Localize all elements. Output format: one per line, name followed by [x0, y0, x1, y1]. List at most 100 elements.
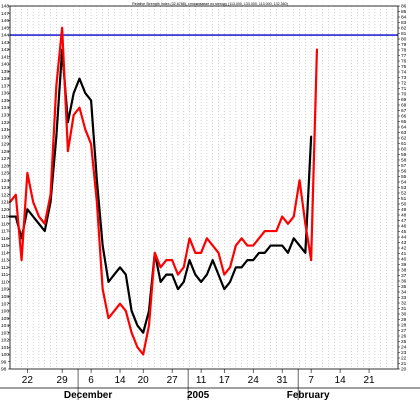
- y-left-tick-label: 100: [1, 352, 9, 358]
- x-tick-label: 14: [335, 375, 347, 386]
- y-right-tick-label: 27: [401, 328, 407, 334]
- x-tick-label: 6: [88, 375, 94, 386]
- y-right-tick-label: 59: [401, 152, 407, 158]
- y-right-tick-label: 26: [401, 334, 407, 340]
- y-left-tick-label: 118: [1, 221, 9, 227]
- y-left-tick-label: 117: [1, 229, 9, 235]
- y-right-tick-label: 67: [401, 108, 407, 114]
- y-right-tick-label: 53: [401, 185, 407, 191]
- y-right-tick-label: 43: [401, 240, 407, 246]
- y-right-tick-label: 57: [401, 163, 407, 169]
- y-left-tick-label: 130: [1, 134, 9, 140]
- y-right-tick-label: 69: [401, 97, 407, 103]
- y-right-tick-label: 56: [401, 169, 407, 175]
- y-right-tick-label: 23: [401, 350, 407, 356]
- y-right-tick-label: 33: [401, 295, 407, 301]
- x-tick-label: 20: [138, 375, 150, 386]
- y-right-tick-label: 22: [401, 356, 407, 362]
- y-right-tick-label: 78: [401, 48, 407, 54]
- y-right-tick-label: 77: [401, 53, 407, 59]
- y-right-tick-label: 48: [401, 213, 407, 219]
- y-right-tick-label: 60: [401, 147, 407, 153]
- y-left-tick-label: 105: [1, 316, 9, 322]
- x-section-label: 2005: [187, 390, 210, 400]
- x-tick-label: 7: [308, 375, 314, 386]
- y-left-tick-label: 143: [1, 40, 9, 46]
- y-left-tick-label: 102: [1, 338, 9, 344]
- y-right-tick-label: 54: [401, 180, 407, 186]
- y-right-tick-label: 62: [401, 136, 407, 142]
- y-right-tick-label: 29: [401, 317, 407, 323]
- y-right-tick-label: 64: [401, 125, 407, 131]
- y-left-tick-label: 146: [1, 18, 9, 24]
- y-left-tick-label: 134: [1, 105, 9, 111]
- y-right-tick-label: 66: [401, 114, 407, 120]
- y-right-tick-label: 25: [401, 339, 407, 345]
- y-right-tick-label: 86: [401, 4, 407, 10]
- y-left-tick-label: 106: [1, 309, 9, 315]
- y-left-tick-label: 115: [1, 243, 9, 249]
- y-left-tick-label: 116: [1, 236, 9, 242]
- y-right-tick-label: 70: [401, 92, 407, 98]
- y-right-tick-label: 79: [401, 42, 407, 48]
- y-right-tick-label: 49: [401, 207, 407, 213]
- y-left-tick-label: 119: [1, 214, 9, 220]
- y-right-tick-label: 55: [401, 174, 407, 180]
- grid-layer: [9, 6, 399, 369]
- y-left-tick-label: 133: [1, 113, 9, 119]
- y-left-tick-label: 131: [1, 127, 9, 133]
- y-right-tick-label: 44: [401, 235, 407, 241]
- y-left-tick-label: 123: [1, 185, 9, 191]
- y-left-tick-label: 128: [1, 149, 9, 155]
- y-left-tick-label: 98: [1, 367, 7, 373]
- y-left-tick-label: 107: [1, 301, 9, 307]
- y-right-tick-label: 50: [401, 202, 407, 208]
- y-right-tick-label: 83: [401, 20, 407, 26]
- y-left-tick-label: 122: [1, 192, 9, 198]
- y-left-tick-label: 136: [1, 91, 9, 97]
- y-right-tick-label: 35: [401, 284, 407, 290]
- rsi-series-line-black: [8, 48, 313, 334]
- y-left-tick-label: 121: [1, 200, 9, 206]
- y-left-tick-label: 140: [1, 62, 9, 68]
- y-right-tick-label: 34: [401, 290, 407, 296]
- y-left-tick-label: 124: [1, 178, 9, 184]
- y-right-tick-label: 73: [401, 75, 407, 81]
- y-right-tick-label: 65: [401, 119, 407, 125]
- y-right-tick-label: 61: [401, 141, 407, 147]
- x-tick-label: 22: [22, 375, 34, 386]
- y-left-tick-label: 126: [1, 163, 9, 169]
- y-right-tick-label: 21: [401, 361, 407, 367]
- y-left-tick-label: 104: [1, 323, 9, 329]
- x-tick-label: 21: [363, 375, 375, 386]
- y-right-tick-label: 39: [401, 262, 407, 268]
- y-right-tick-label: 85: [401, 9, 407, 15]
- y-right-tick-label: 31: [401, 306, 407, 312]
- y-left-tick-label: 138: [1, 76, 9, 82]
- y-right-tick-label: 20: [401, 367, 407, 373]
- y-right-tick-label: 32: [401, 301, 407, 307]
- y-right-tick-label: 45: [401, 229, 407, 235]
- x-tick-label: 27: [167, 375, 179, 386]
- y-left-tick-label: 114: [1, 250, 9, 256]
- y-right-tick-label: 52: [401, 191, 407, 197]
- x-tick-label: 17: [219, 375, 231, 386]
- y-right-tick-label: 58: [401, 158, 407, 164]
- y-right-tick-label: 47: [401, 218, 407, 224]
- y-left-tick-label: 99: [1, 359, 7, 365]
- y-left-tick-label: 101: [1, 345, 9, 351]
- y-right-tick-label: 81: [401, 31, 407, 37]
- axis-layer: 9899100101102103104105106107108109110111…: [0, 4, 420, 401]
- y-left-tick-label: 110: [1, 279, 9, 285]
- x-tick-label: 29: [57, 375, 69, 386]
- y-left-tick-label: 103: [1, 330, 9, 336]
- y-left-tick-label: 108: [1, 294, 9, 300]
- y-left-tick-label: 148: [1, 4, 9, 10]
- y-left-tick-label: 111: [1, 272, 9, 278]
- y-left-tick-label: 145: [1, 25, 9, 31]
- y-left-tick-label: 142: [1, 47, 9, 53]
- y-left-tick-label: 112: [1, 265, 9, 271]
- y-right-tick-label: 30: [401, 312, 407, 318]
- x-section-label: December: [64, 390, 112, 400]
